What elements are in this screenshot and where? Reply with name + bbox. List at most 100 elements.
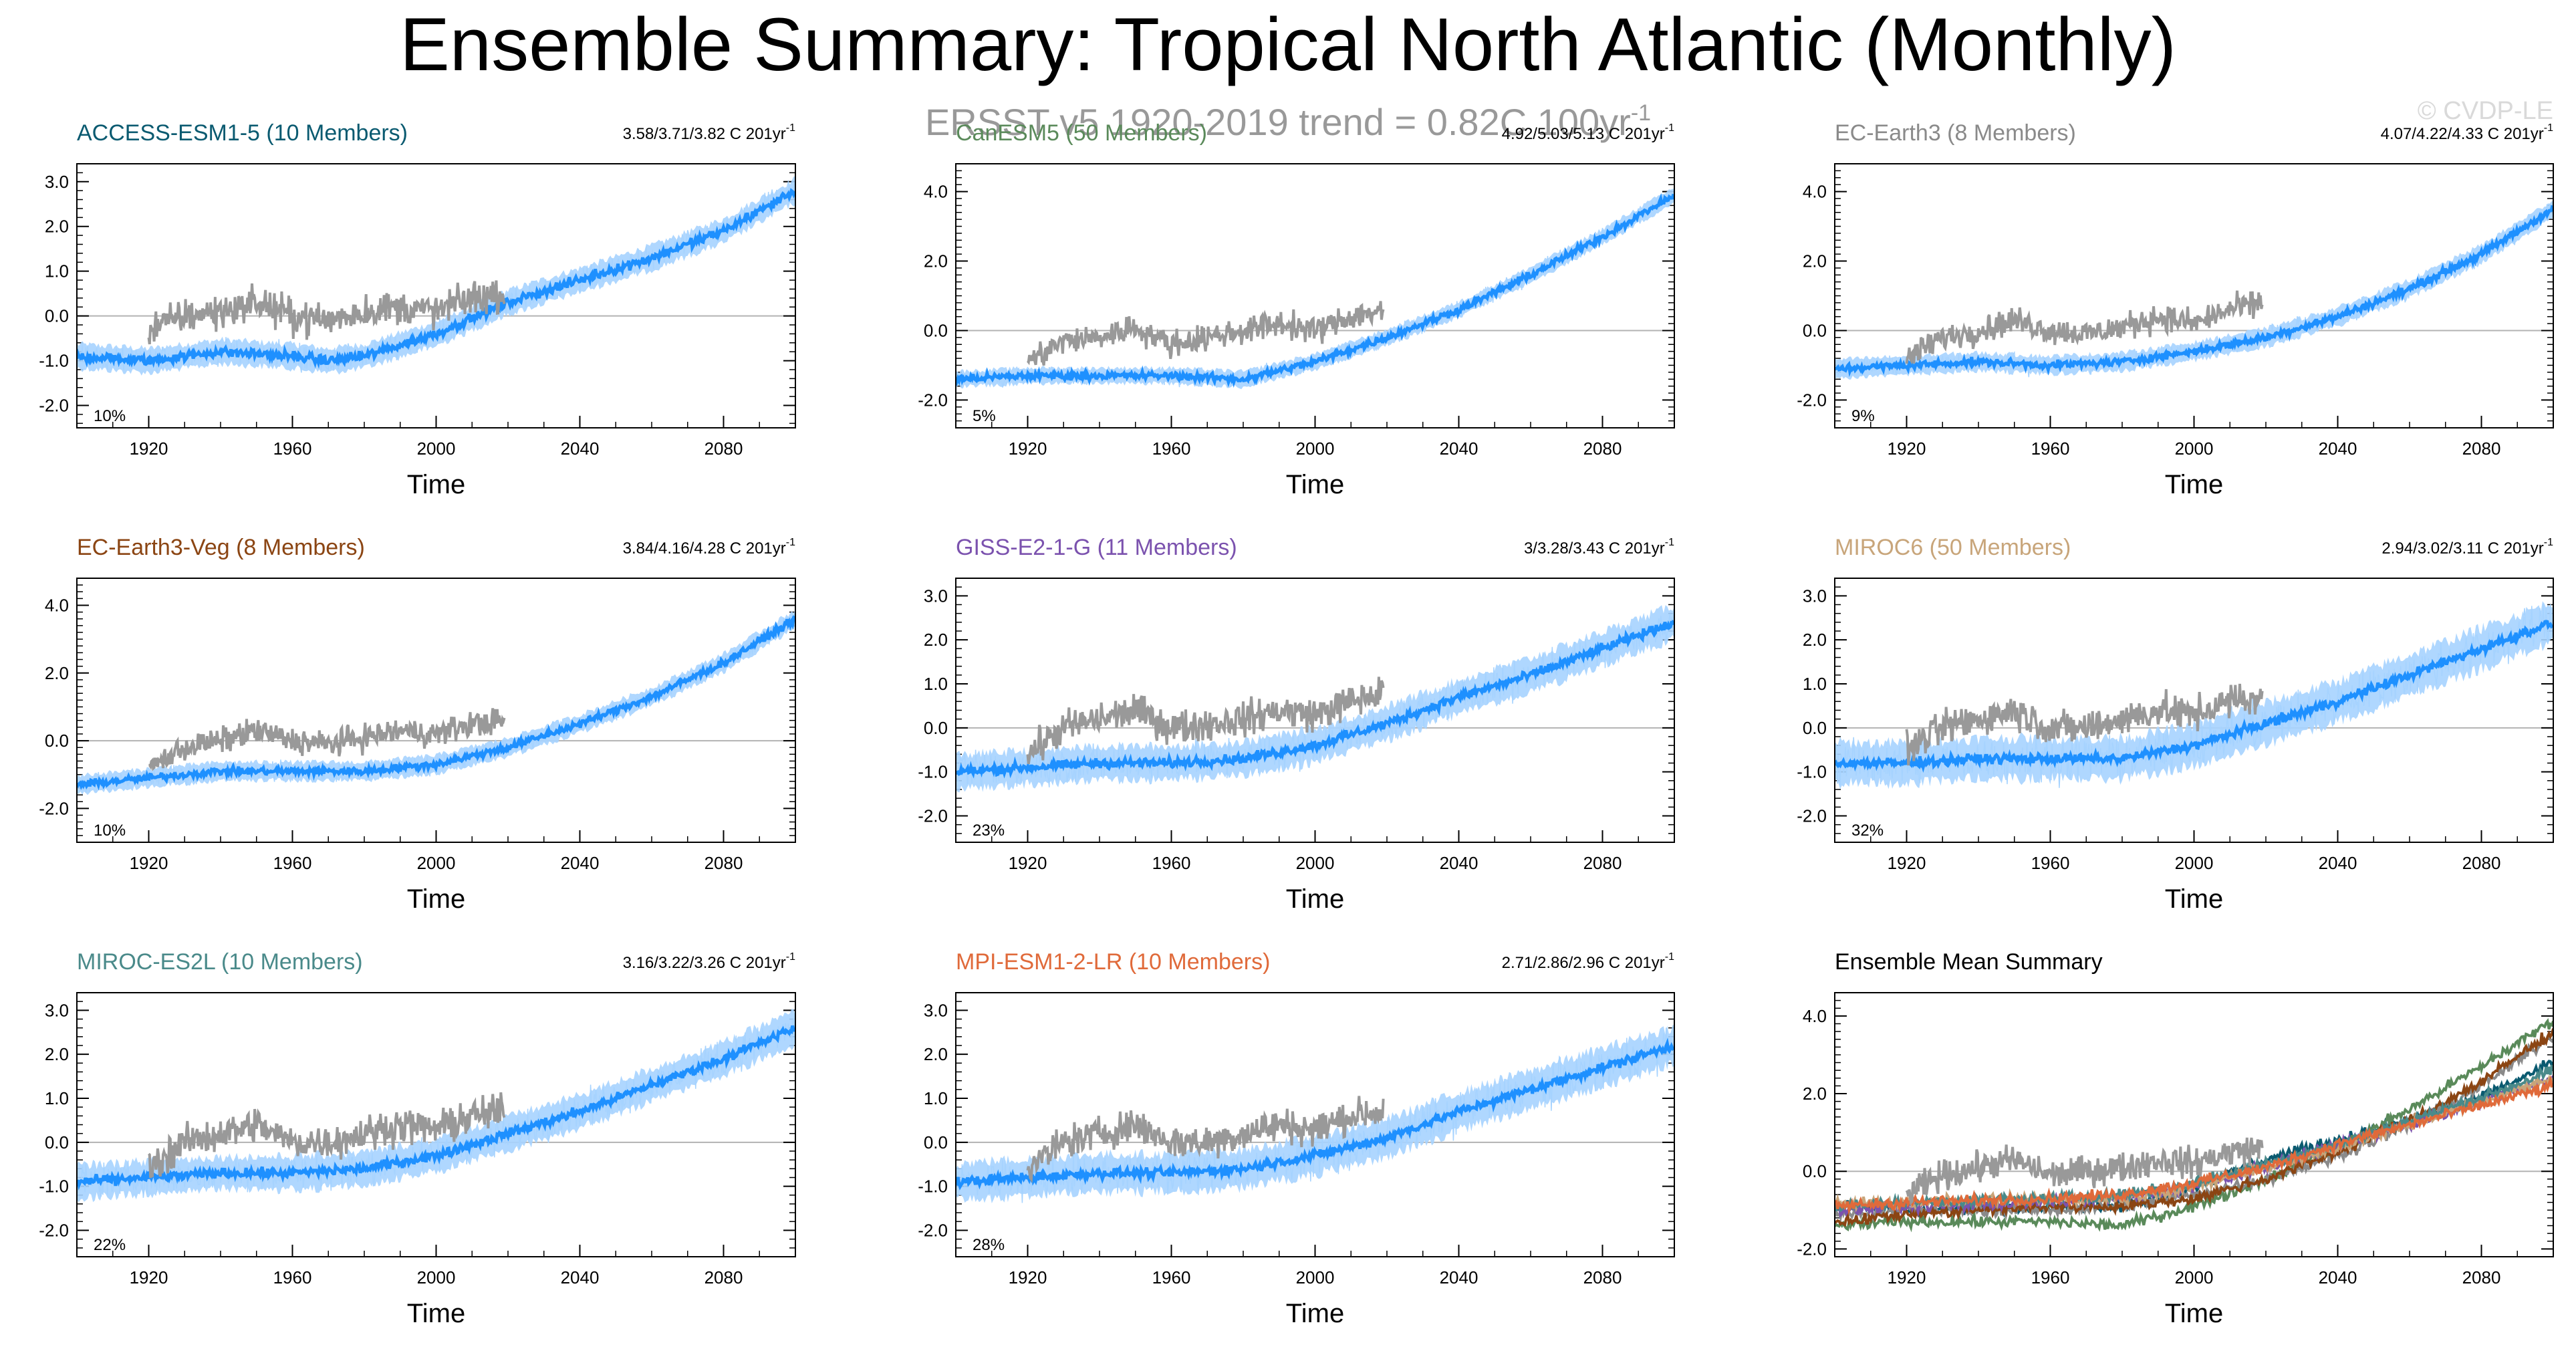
- x-tick-label: 1920: [1888, 439, 1926, 459]
- panel-title: MIROC6 (50 Members): [1835, 535, 2071, 560]
- y-tick-label: -1.0: [39, 1177, 69, 1197]
- plot-area: [1835, 601, 2553, 789]
- y-tick-label: -2.0: [918, 806, 948, 826]
- y-tick-label: -1.0: [918, 762, 948, 782]
- x-tick-label: 2000: [1296, 1267, 1335, 1287]
- x-tick-label: 2080: [1583, 1267, 1622, 1287]
- x-tick-label: 1960: [273, 439, 312, 459]
- x-tick-label: 1920: [1888, 853, 1926, 873]
- x-tick-label: 2040: [1440, 439, 1478, 459]
- x-tick-label: 2000: [417, 853, 456, 873]
- panel-trend: 4.92/5.03/5.13 C 201yr-1: [1502, 122, 1675, 143]
- x-tick-label: 2080: [2462, 1267, 2501, 1287]
- x-tick-label: 2080: [1583, 439, 1622, 459]
- x-tick-label: 2040: [2319, 853, 2357, 873]
- plot-area: [956, 1025, 1674, 1204]
- y-tick-label: 0.0: [924, 1132, 948, 1152]
- y-tick-label: -2.0: [39, 396, 69, 416]
- plot-area: [78, 176, 795, 376]
- plot-area: [1835, 201, 2553, 380]
- ensemble-spread: [78, 1008, 795, 1203]
- plot-frame: [1834, 163, 2554, 428]
- y-tick-label: 3.0: [1803, 586, 1827, 606]
- percent-label: 28%: [973, 1236, 1005, 1254]
- ensemble-spread: [956, 1025, 1674, 1204]
- observed-line: [147, 280, 506, 345]
- y-tick-label: 0.0: [924, 718, 948, 738]
- x-tick-label: 1920: [1009, 1267, 1047, 1287]
- x-tick-label: 1960: [1152, 853, 1191, 873]
- trend-exponent: -1: [1665, 951, 1674, 963]
- y-tick-label: 1.0: [1803, 674, 1827, 694]
- observed-line: [148, 708, 506, 771]
- panel-4: EC-Earth3-Veg (8 Members) 3.84/4.16/4.28 …: [39, 535, 796, 914]
- percent-label: 22%: [94, 1236, 126, 1254]
- observed-line: [1026, 1096, 1385, 1184]
- x-tick-label: 2080: [1583, 853, 1622, 873]
- y-tick-label: -1.0: [918, 1177, 948, 1197]
- y-tick-label: 2.0: [1803, 251, 1827, 271]
- trend-exponent: -1: [2544, 122, 2553, 134]
- x-tick-label: 2000: [417, 439, 456, 459]
- y-tick-label: 2.0: [1803, 630, 1827, 650]
- y-tick-label: -2.0: [1797, 806, 1827, 826]
- x-tick-label: 1960: [273, 1267, 312, 1287]
- y-tick-label: -2.0: [918, 390, 948, 410]
- x-tick-label: 2040: [561, 439, 600, 459]
- y-tick-label: -1.0: [39, 351, 69, 371]
- panel-grid: ACCESS-ESM1-5 (10 Members) 3.58/3.71/3.82…: [39, 120, 2554, 1328]
- panel-title: MIROC-ES2L (10 Members): [77, 949, 363, 975]
- panel-trend: 4.07/4.22/4.33 C 201yr-1: [2381, 122, 2554, 143]
- x-tick-label: 2040: [1440, 853, 1478, 873]
- x-tick-label: 2040: [2319, 439, 2357, 459]
- ensemble-mean-line: [78, 1025, 795, 1191]
- panel-trend: 2.94/3.02/3.11 C 201yr-1: [2381, 537, 2553, 558]
- watermark: © CVDP-LE: [2418, 97, 2553, 125]
- x-tick-label: 2000: [2175, 439, 2214, 459]
- trend-exponent: -1: [2544, 537, 2553, 548]
- x-axis-label: Time: [1286, 470, 1344, 499]
- x-tick-label: 2000: [2175, 853, 2214, 873]
- trend-exponent: -1: [786, 537, 795, 548]
- x-tick-label: 2080: [2462, 439, 2501, 459]
- observed-line: [1905, 290, 2264, 365]
- y-tick-label: -1.0: [1797, 762, 1827, 782]
- trend-text: 3/3.28/3.43 C 201yr: [1524, 539, 1665, 558]
- x-tick-label: 2000: [1296, 853, 1335, 873]
- y-tick-label: 1.0: [45, 261, 69, 281]
- panel-2: CanESM5 (50 Members) 4.92/5.03/5.13 C 201…: [918, 120, 1675, 499]
- percent-label: 23%: [973, 822, 1005, 840]
- ensemble-mean-line: [78, 615, 795, 791]
- observed-line: [1026, 301, 1385, 366]
- trend-exponent: -1: [1665, 122, 1674, 134]
- panel-title: EC-Earth3-Veg (8 Members): [77, 535, 365, 560]
- y-tick-label: 1.0: [924, 1088, 948, 1108]
- panel-title: EC-Earth3 (8 Members): [1835, 120, 2076, 146]
- panel-trend: 3.84/4.16/4.28 C 201yr-1: [623, 537, 796, 558]
- panel-trend: 3/3.28/3.43 C 201yr-1: [1524, 537, 1674, 558]
- panel-8: MPI-ESM1-2-LR (10 Members) 2.71/2.86/2.96…: [918, 949, 1675, 1328]
- percent-label: 10%: [94, 822, 126, 840]
- x-tick-label: 2080: [704, 853, 743, 873]
- trend-text: 2.71/2.86/2.96 C 201yr: [1502, 954, 1665, 972]
- plot-area: [956, 605, 1674, 793]
- x-axis-label: Time: [2165, 470, 2223, 499]
- y-tick-label: 0.0: [45, 731, 69, 751]
- y-tick-label: 2.0: [1803, 1084, 1827, 1104]
- x-tick-label: 2080: [704, 1267, 743, 1287]
- x-axis-label: Time: [1286, 884, 1344, 914]
- panel-6: MIROC6 (50 Members) 2.94/3.02/3.11 C 201y…: [1797, 535, 2554, 914]
- ensemble-spread: [956, 605, 1674, 793]
- y-tick-label: 3.0: [45, 172, 69, 192]
- panel-title: CanESM5 (50 Members): [956, 120, 1207, 146]
- x-tick-label: 1920: [1888, 1267, 1926, 1287]
- y-tick-label: 0.0: [45, 1132, 69, 1152]
- x-axis-label: Time: [1286, 1299, 1344, 1328]
- trend-text: 2.94/3.02/3.11 C 201yr: [2381, 539, 2543, 558]
- y-tick-label: -2.0: [1797, 390, 1827, 410]
- y-tick-label: 3.0: [924, 1000, 948, 1020]
- x-tick-label: 2040: [561, 1267, 600, 1287]
- trend-exponent: -1: [786, 951, 795, 963]
- plot-area: [78, 1008, 795, 1203]
- x-tick-label: 2000: [1296, 439, 1335, 459]
